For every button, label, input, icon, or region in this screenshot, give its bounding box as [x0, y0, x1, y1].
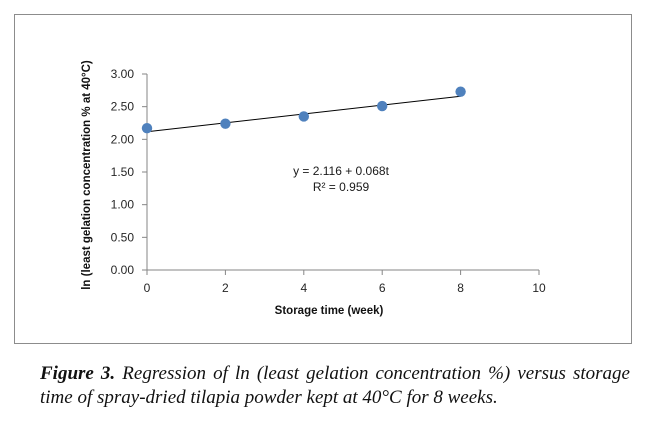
r-squared-label: R² = 0.959 [313, 180, 370, 194]
data-point [220, 118, 231, 129]
scatter-chart: 0.00 0.50 1.00 1.50 2.00 2.50 3.00 0 2 4 6 8 10 y =… [81, 60, 546, 317]
y-tick-label: 2.00 [111, 132, 135, 146]
y-tick-label: 3.00 [111, 67, 135, 81]
figure-label: Figure 3. [40, 363, 116, 384]
x-tick-label: 0 [144, 281, 151, 295]
y-tick-label: 1.50 [111, 165, 135, 179]
x-tick-label: 6 [379, 281, 386, 295]
y-tick-label: 2.50 [111, 100, 135, 114]
caption-text: Regression of ln (least gelation concent… [40, 363, 630, 408]
data-point [455, 86, 466, 97]
x-tick-label: 4 [300, 281, 307, 295]
data-points [141, 86, 466, 134]
y-axis-title: ln (least gelation concentration % at 40… [81, 60, 93, 290]
data-point [298, 111, 309, 122]
y-tick-label: 0.50 [111, 230, 135, 244]
data-point [377, 100, 388, 112]
chart-frame: 0.00 0.50 1.00 1.50 2.00 2.50 3.00 0 2 4 6 8 10 y =… [14, 14, 632, 344]
x-tick-label: 8 [457, 281, 464, 295]
y-tick-label: 1.00 [111, 198, 135, 212]
x-tick-label: 2 [222, 281, 229, 295]
y-tick-label: 0.00 [111, 263, 135, 277]
y-axis-ticks: 0.00 0.50 1.00 1.50 2.00 2.50 3.00 [111, 67, 147, 277]
regression-equation: y = 2.116 + 0.068t [293, 164, 390, 178]
x-axis-ticks: 0 2 4 6 8 10 [144, 270, 546, 295]
data-point [141, 123, 153, 134]
figure-caption: Figure 3. Regression of ln (least gelati… [40, 362, 630, 410]
x-tick-label: 10 [532, 281, 546, 295]
x-axis-title: Storage time (week) [275, 305, 384, 317]
